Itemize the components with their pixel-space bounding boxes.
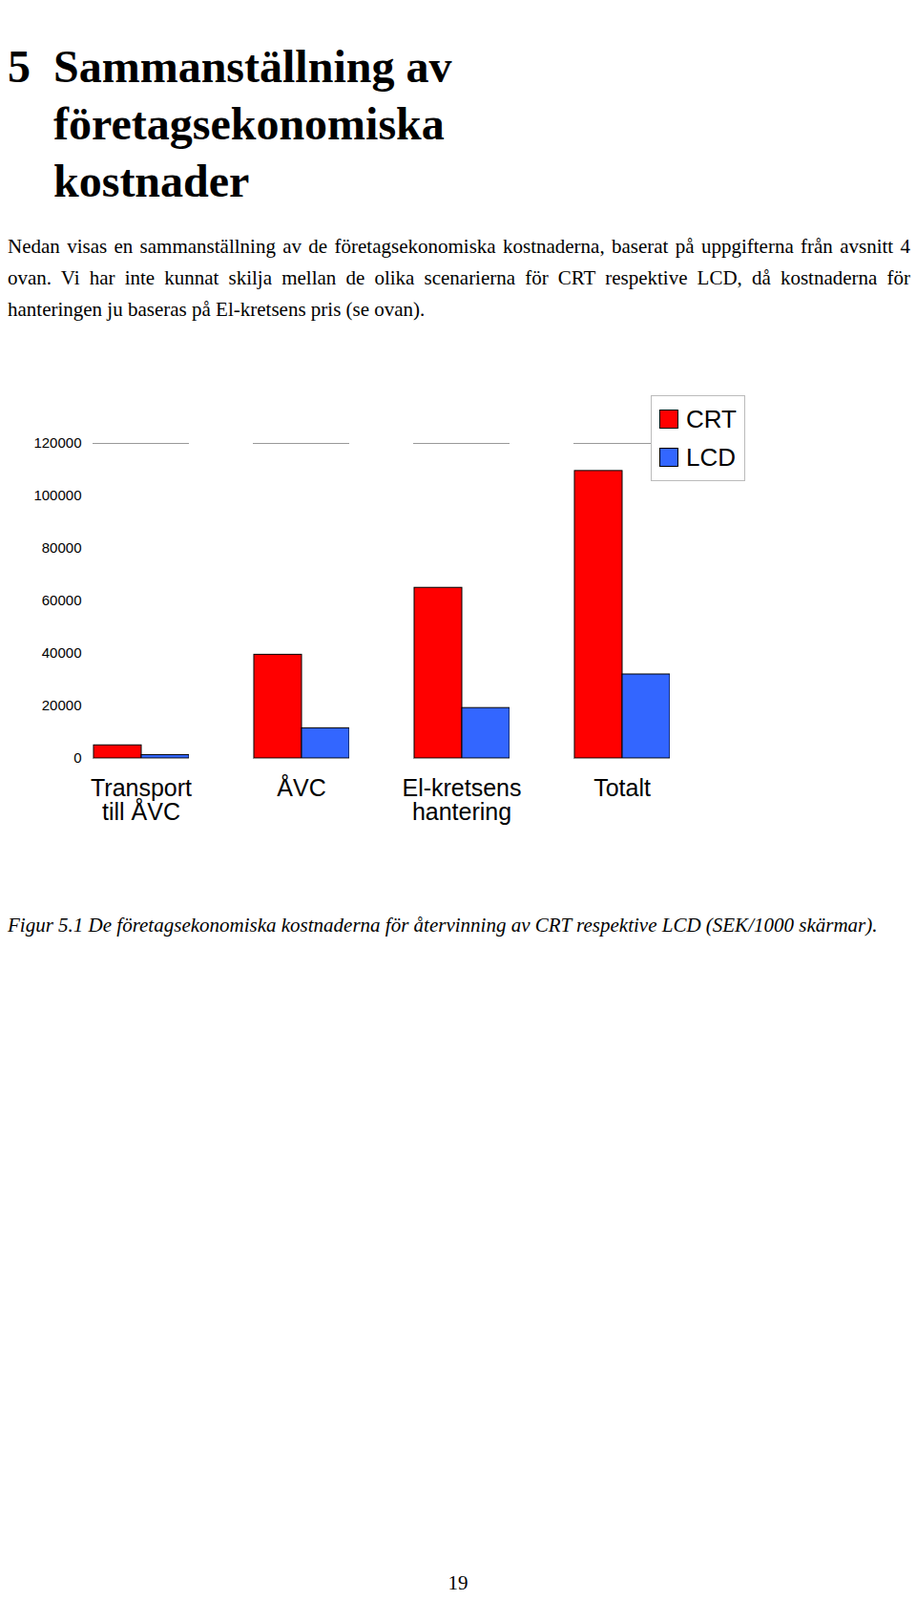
svg-text:0: 0 xyxy=(73,749,82,766)
svg-text:Totalt: Totalt xyxy=(593,773,651,801)
svg-text:Transporttill ÅVC: Transporttill ÅVC xyxy=(90,773,192,825)
svg-text:80000: 80000 xyxy=(41,539,83,556)
html-text:5: 5 xyxy=(7,41,31,92)
html-text:CRT: CRT xyxy=(686,404,737,434)
svg-text:100000: 100000 xyxy=(33,486,82,503)
svg-text:ÅVC: ÅVC xyxy=(276,772,326,801)
svg-text:60000: 60000 xyxy=(41,591,83,608)
html-text:Nedan visas en sammanställning: Nedan visas en sammanställning av de för… xyxy=(7,234,911,321)
html-text:LCD: LCD xyxy=(686,442,736,472)
svg-text:120000: 120000 xyxy=(33,434,82,451)
svg-text:40000: 40000 xyxy=(41,644,83,661)
html-text:Figur 5.1 De företagsekonomisk: Figur 5.1 De företagsekonomiska kostnade… xyxy=(7,913,878,937)
html-text:Sammanställning av företagseko: Sammanställning av företagsekonomiska ko… xyxy=(53,41,452,207)
html-text:19: 19 xyxy=(447,1570,469,1594)
svg-text:El-kretsenshantering: El-kretsenshantering xyxy=(401,773,521,825)
svg-text:20000: 20000 xyxy=(41,696,83,713)
